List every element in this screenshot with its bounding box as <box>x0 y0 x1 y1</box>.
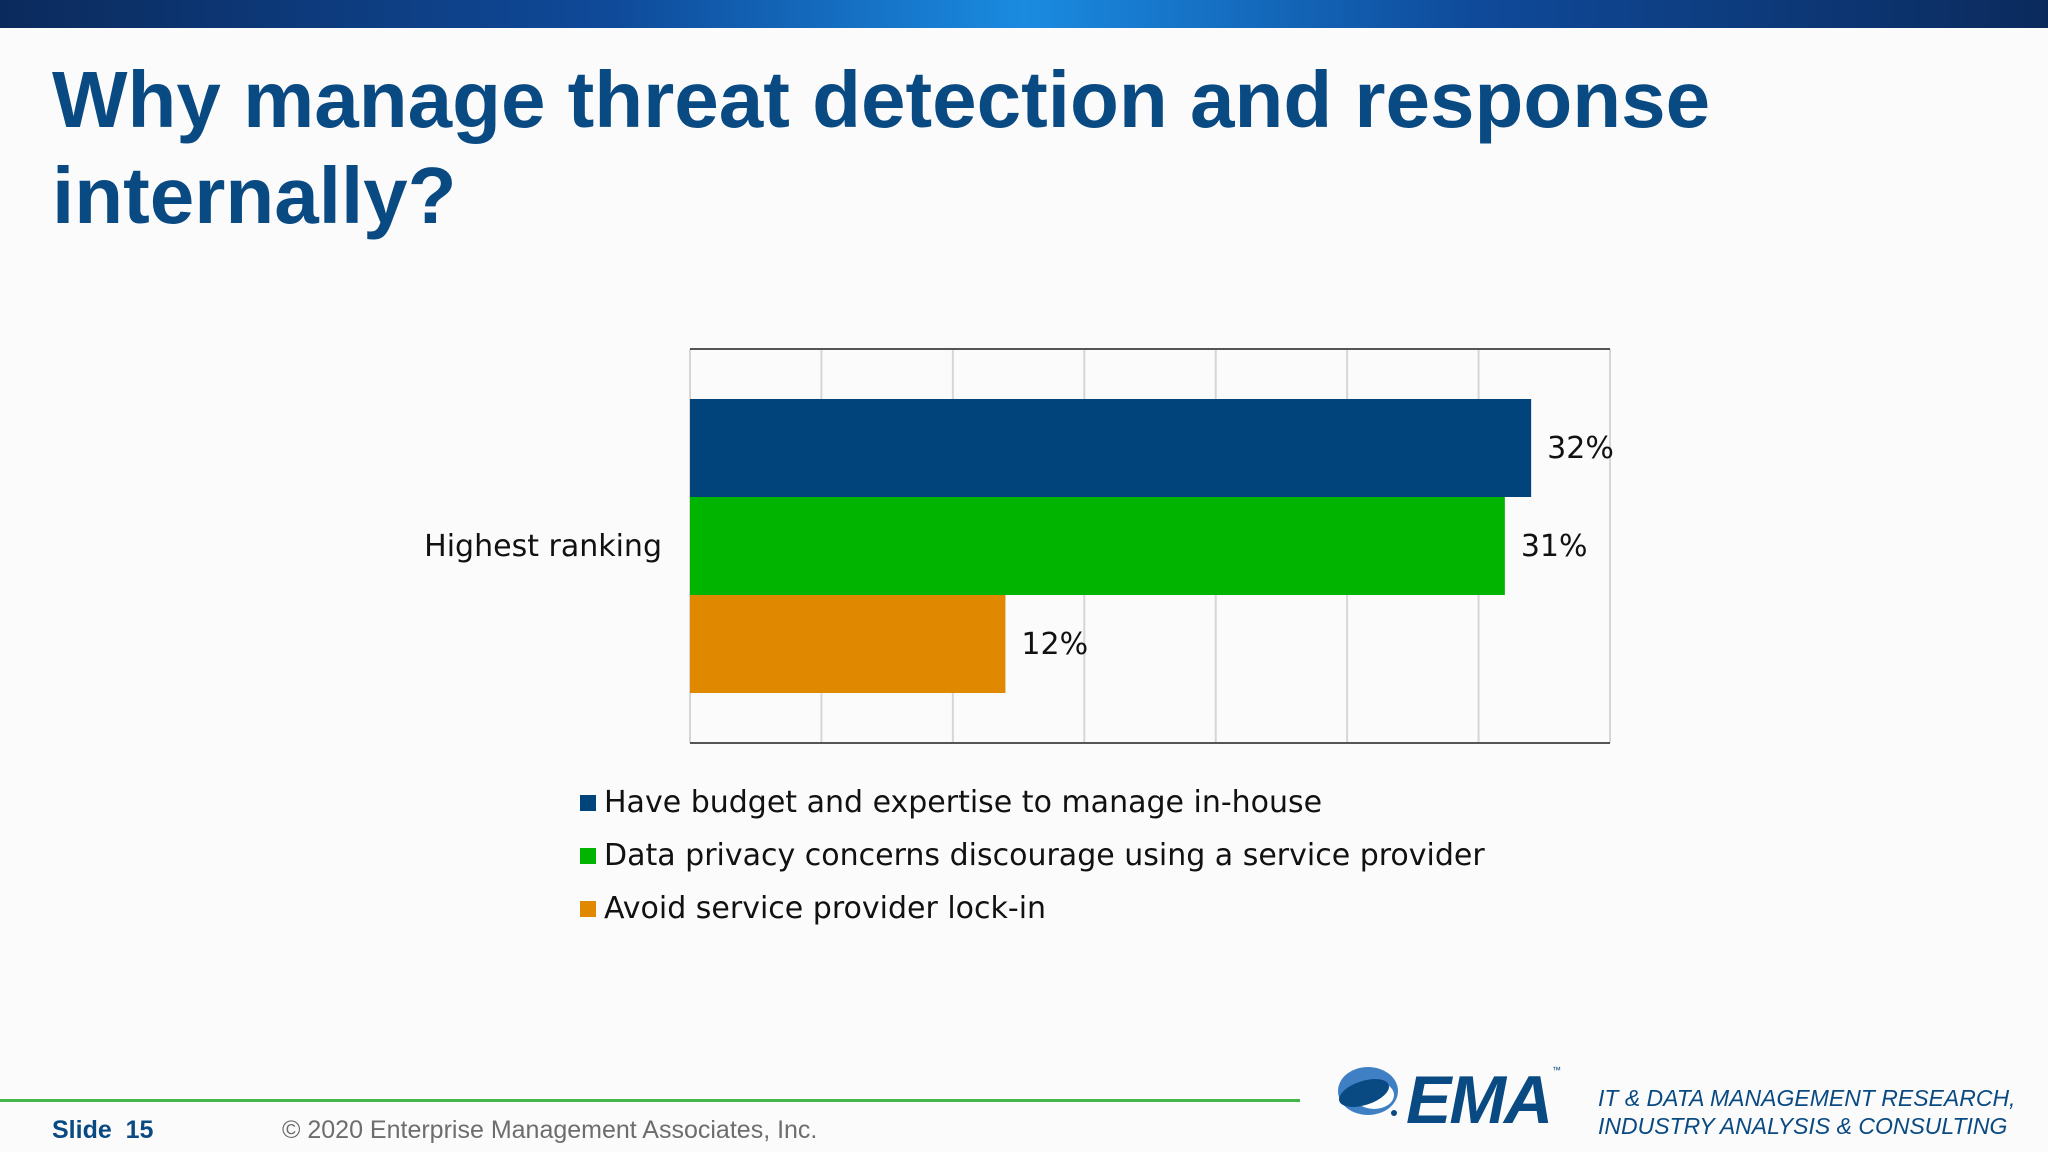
top-banner <box>0 0 2048 28</box>
logo-wordmark: EMA <box>1406 1062 1553 1138</box>
legend-label: Data privacy concerns discourage using a… <box>604 838 1485 873</box>
company-tagline: IT & DATA MANAGEMENT RESEARCH, INDUSTRY … <box>1598 1084 2015 1140</box>
legend-item: Data privacy concerns discourage using a… <box>580 829 1485 882</box>
slide-number-value: 15 <box>125 1116 154 1144</box>
tagline-line-2: INDUSTRY ANALYSIS & CONSULTING <box>1598 1113 2008 1139</box>
legend-swatch <box>580 847 596 864</box>
bar-1 <box>690 399 1532 497</box>
bar-value-label-2: 31% <box>1521 529 1588 564</box>
ema-swirl-icon <box>1338 1067 1398 1116</box>
tagline-line-1: IT & DATA MANAGEMENT RESEARCH, <box>1598 1085 2016 1111</box>
slide-label-text: Slide <box>52 1116 112 1144</box>
legend-label: Avoid service provider lock-in <box>604 891 1047 926</box>
bar-value-label-1: 32% <box>1547 431 1614 466</box>
footer-divider <box>0 1099 1300 1102</box>
logo-trademark: ™ <box>1552 1065 1561 1075</box>
chart-legend: Have budget and expertise to manage in-h… <box>580 776 1485 935</box>
bar-value-label-3: 12% <box>1021 627 1088 662</box>
slide-title: Why manage threat detection and response… <box>52 55 1711 240</box>
slide-number: Slide 15 <box>52 1116 153 1145</box>
legend-item: Have budget and expertise to manage in-h… <box>580 776 1485 829</box>
category-label: Highest ranking <box>424 529 662 564</box>
ema-logo: EMA ™ <box>1334 1055 1564 1138</box>
legend-swatch <box>580 794 596 811</box>
legend-swatch <box>580 900 596 917</box>
legend-label: Have budget and expertise to manage in-h… <box>604 785 1323 820</box>
bar-3 <box>690 595 1006 693</box>
copyright-notice: © 2020 Enterprise Management Associates,… <box>282 1116 818 1144</box>
bar-2 <box>690 497 1505 595</box>
legend-item: Avoid service provider lock-in <box>580 882 1485 935</box>
